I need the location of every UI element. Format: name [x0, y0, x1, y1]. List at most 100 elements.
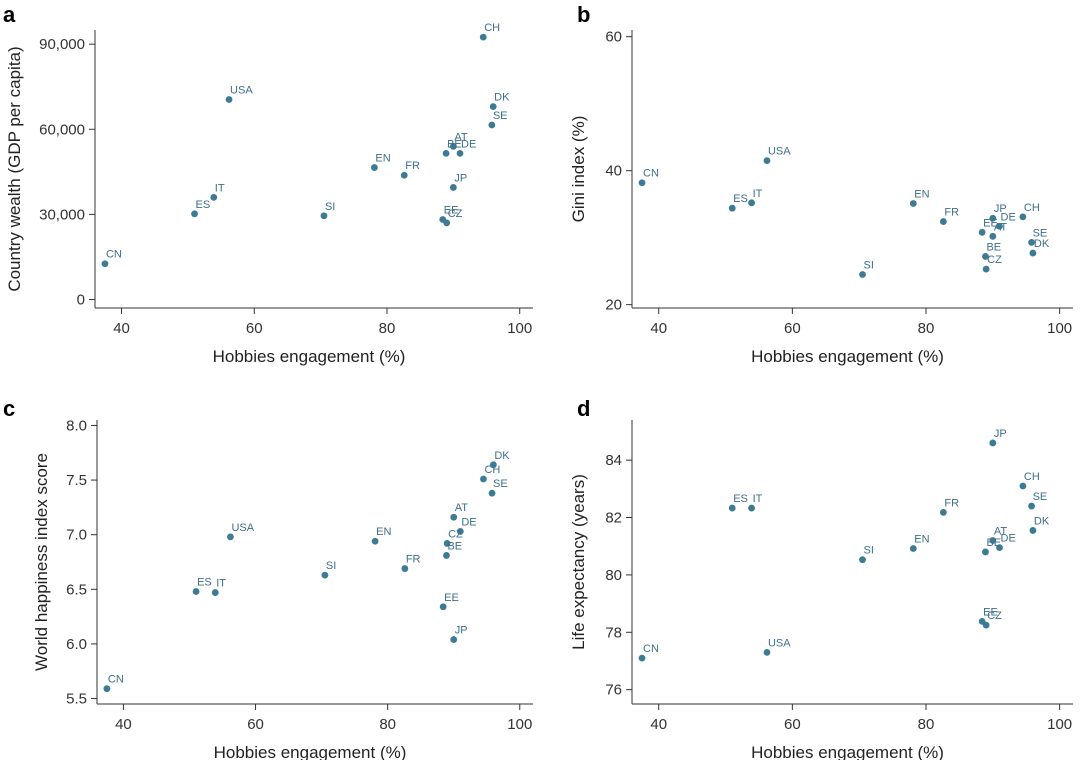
- y-tick-label: 78: [605, 624, 622, 641]
- data-point-usa: [763, 648, 771, 656]
- point-label-ch: CH: [1024, 202, 1040, 214]
- point-label-de: DE: [461, 516, 476, 528]
- point-label-fr: FR: [405, 160, 420, 172]
- data-point-it: [748, 504, 756, 512]
- data-point-at: [989, 537, 997, 544]
- point-label-cn: CN: [108, 674, 124, 686]
- point-label-es: ES: [196, 199, 211, 211]
- x-tick-label: 80: [918, 320, 935, 337]
- point-label-at: AT: [455, 502, 469, 514]
- y-tick-label: 30,000: [39, 206, 85, 223]
- data-point-ch: [1019, 482, 1027, 490]
- y-tick-label: 90,000: [39, 36, 85, 53]
- data-point-jp: [989, 214, 997, 222]
- x-tick-label: 40: [115, 716, 132, 733]
- x-tick-label: 100: [1047, 716, 1072, 733]
- data-point-at: [449, 142, 457, 150]
- data-point-cn: [638, 179, 646, 187]
- data-point-es: [728, 504, 736, 512]
- data-point-at: [989, 232, 997, 240]
- data-point-dk: [489, 461, 497, 469]
- x-tick-label: 80: [379, 716, 396, 733]
- y-tick-label: 20: [605, 297, 622, 314]
- data-point-usa: [763, 157, 771, 165]
- point-label-es: ES: [197, 576, 212, 588]
- data-point-usa: [225, 96, 233, 103]
- data-point-be: [443, 552, 450, 559]
- x-tick-label: 60: [784, 320, 801, 337]
- point-label-jp: JP: [454, 172, 467, 184]
- data-point-jp: [449, 184, 457, 191]
- data-point-dk: [489, 103, 497, 110]
- data-point-es: [191, 210, 198, 218]
- point-label-it: IT: [215, 182, 225, 194]
- data-point-fr: [939, 218, 947, 225]
- x-tick-label: 100: [507, 716, 532, 733]
- point-label-at: AT: [994, 525, 1008, 537]
- panel-letter: c: [3, 396, 15, 421]
- data-point-usa: [227, 533, 234, 541]
- point-label-ch: CH: [484, 22, 500, 34]
- y-tick-label: 6.5: [66, 581, 87, 598]
- point-label-es: ES: [733, 493, 748, 505]
- data-point-de: [996, 222, 1003, 230]
- point-label-ch: CH: [1024, 471, 1040, 483]
- point-label-cn: CN: [643, 168, 659, 180]
- panel-letter: a: [3, 2, 16, 27]
- point-label-de: DE: [1001, 533, 1016, 545]
- data-point-es: [728, 204, 736, 212]
- point-label-fr: FR: [944, 497, 959, 509]
- point-label-at: AT: [994, 221, 1008, 233]
- point-label-cz: CZ: [987, 610, 1002, 622]
- panel-a: a 40 60 80 100 0 30,000 60,000 90,000 Hobbies eng…: [3, 2, 533, 366]
- data-point-be: [442, 149, 450, 157]
- data-point-de: [996, 544, 1003, 552]
- y-axis-title: World happiness index score: [32, 453, 51, 671]
- data-point-dk: [1029, 527, 1037, 534]
- data-point-at: [450, 513, 458, 521]
- panel-letter: d: [577, 396, 590, 421]
- y-tick-label: 8.0: [66, 417, 87, 434]
- point-label-dk: DK: [1034, 515, 1050, 527]
- x-axis-title: Hobbies engagement (%): [214, 743, 407, 760]
- point-label-se: SE: [1033, 227, 1048, 239]
- point-label-en: EN: [375, 153, 390, 165]
- y-axis-title: Life expectancy (years): [569, 474, 588, 650]
- point-label-it: IT: [753, 493, 763, 505]
- point-label-de: DE: [461, 138, 476, 150]
- data-point-es: [192, 588, 200, 595]
- point-label-se: SE: [493, 478, 508, 490]
- y-axis-title: Gini index (%): [569, 116, 588, 223]
- y-axis-title: Country wealth (GDP per capita): [5, 46, 24, 291]
- x-tick-label: 100: [1047, 320, 1072, 337]
- y-tick-label: 40: [605, 163, 622, 180]
- x-axis-title: Hobbies engagement (%): [213, 347, 406, 366]
- point-label-jp: JP: [994, 203, 1007, 215]
- y-tick-label: 60,000: [39, 121, 85, 138]
- data-point-en: [909, 200, 917, 207]
- y-tick-label: 6.0: [66, 636, 87, 653]
- data-point-se: [488, 121, 496, 129]
- point-label-be: BE: [447, 540, 462, 552]
- data-point-se: [1028, 238, 1035, 246]
- point-label-dk: DK: [1034, 238, 1050, 250]
- point-label-cz: CZ: [448, 208, 463, 220]
- x-tick-label: 60: [246, 320, 263, 337]
- data-point-de: [456, 528, 464, 535]
- data-point-fr: [939, 508, 947, 516]
- point-label-dk: DK: [494, 92, 510, 104]
- data-point-it: [210, 193, 218, 201]
- data-point-dk: [1029, 249, 1037, 257]
- panel-c: c 40 60 80 100 5.5 6.0 6.5 7.0 7.5 8.0 Hobbies enga…: [3, 396, 533, 762]
- y-tick-label: 0: [77, 291, 85, 308]
- data-point-en: [909, 545, 917, 552]
- data-point-jp: [989, 439, 997, 447]
- data-point-fr: [400, 171, 408, 179]
- point-label-si: SI: [864, 545, 874, 557]
- data-point-cn: [638, 654, 646, 662]
- y-tick-label: 80: [605, 567, 622, 584]
- data-point-cn: [101, 260, 109, 268]
- x-axis-title: Hobbies engagement (%): [751, 743, 944, 760]
